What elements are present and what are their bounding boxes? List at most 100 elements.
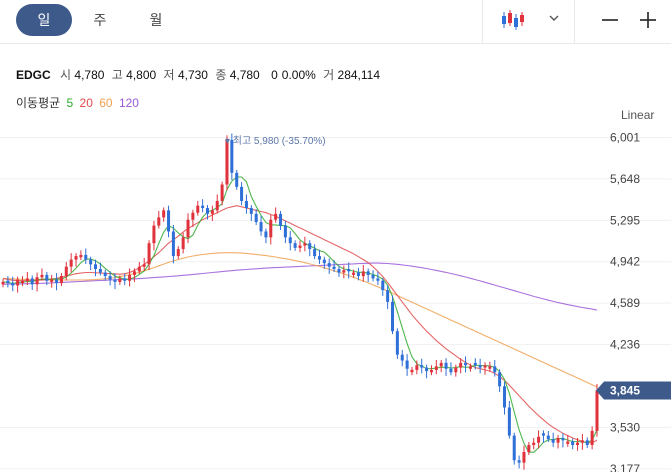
quote-summary: EDGC 시 4,780 고 4,800 저 4,730 종 4,780 0 0.…	[16, 66, 384, 83]
candle-body	[235, 172, 239, 187]
candle-body	[35, 277, 39, 285]
add-button[interactable]	[638, 10, 658, 30]
candle-body	[103, 272, 107, 277]
candle-body	[522, 452, 526, 463]
candle-body	[512, 435, 516, 461]
candle-body	[420, 365, 424, 368]
candle-body	[498, 372, 502, 387]
candle-body	[400, 354, 404, 361]
moving-average-legend: 이동평균 5 20 60 120	[16, 94, 142, 111]
candle-body	[137, 266, 141, 272]
open-value: 4,780	[74, 68, 105, 82]
change-value: 0	[271, 68, 278, 82]
candle-body	[571, 441, 575, 446]
candle-body	[205, 208, 210, 214]
tab-daily[interactable]: 일	[16, 4, 72, 36]
candle-body	[356, 272, 360, 277]
volume-value: 284,114	[337, 68, 381, 82]
candle-body	[254, 213, 258, 223]
minimize-button[interactable]	[600, 10, 620, 30]
candle-body	[366, 271, 370, 275]
ma-5[interactable]: 5	[66, 96, 74, 110]
candle-body	[561, 437, 565, 441]
max-price-annotation: ▾ 최고 5,980 (-35.70%)	[225, 135, 326, 147]
open-label: 시	[60, 68, 72, 82]
high-value: 4,800	[126, 68, 157, 82]
candle-body	[288, 237, 292, 244]
current-price-label: 3,845	[610, 383, 640, 397]
price-chart[interactable]: 6,001 5,648 5,295 4,942 4,589 4,236 3,530 3,177…	[0, 120, 671, 472]
y-tick-label: 3,177	[610, 462, 640, 472]
candle-body	[541, 433, 545, 436]
candle-body	[79, 254, 83, 258]
candle-body	[493, 366, 497, 373]
candle-body	[167, 210, 171, 232]
candle-body	[269, 219, 273, 238]
candle-body	[186, 219, 190, 238]
candle-body	[84, 254, 88, 260]
candle-body	[152, 225, 156, 244]
candle-body	[376, 278, 380, 281]
candle-body	[142, 264, 146, 267]
candle-body	[585, 440, 589, 446]
candle-body	[240, 186, 244, 201]
candle-body	[590, 430, 594, 446]
candle-body	[410, 369, 414, 373]
candle-body	[40, 274, 44, 278]
candle-body	[201, 205, 205, 208]
candle-body	[532, 442, 536, 446]
candle-body	[244, 200, 248, 208]
scale-mode-toggle[interactable]: Linear	[621, 108, 655, 122]
candle-body	[191, 212, 195, 220]
tab-weekly[interactable]: 주	[93, 12, 107, 28]
ma-5-line	[2, 176, 598, 453]
candle-body	[390, 301, 395, 332]
candle-body	[429, 369, 433, 373]
candle-body	[507, 407, 511, 436]
candle-body	[327, 263, 331, 267]
ma-120[interactable]: 120	[118, 96, 139, 110]
candle-body	[123, 278, 127, 281]
candle-body	[352, 272, 356, 275]
candle-body	[157, 217, 161, 226]
y-tick-label: 3,530	[610, 420, 640, 434]
candle-body	[220, 184, 224, 201]
chart-toolbar: 일 주 월	[0, 0, 671, 44]
candlestick-icon	[502, 10, 524, 30]
candle-body	[210, 210, 214, 214]
ma-120-line	[2, 262, 598, 311]
ma-60[interactable]: 60	[99, 96, 113, 110]
candle-body	[55, 279, 59, 284]
candle-body	[342, 270, 346, 273]
high-label: 고	[111, 68, 123, 82]
candle-body	[25, 278, 29, 281]
low-label: 저	[163, 68, 175, 82]
chart-type-dropdown[interactable]	[544, 8, 564, 28]
candle-body	[425, 367, 429, 372]
low-value: 4,730	[177, 68, 208, 82]
chart-type-button[interactable]	[498, 6, 530, 34]
candle-body	[308, 243, 312, 250]
plus-icon	[640, 12, 656, 28]
candle-body	[347, 269, 351, 272]
candle-body	[215, 200, 219, 211]
change-percent: 0.00%	[281, 68, 316, 82]
ma-label: 이동평균	[16, 96, 61, 110]
candle-body	[473, 362, 477, 366]
candle-body	[6, 280, 10, 284]
toolbar-divider	[482, 0, 483, 44]
candle-body	[483, 365, 487, 368]
candle-body	[196, 205, 200, 213]
candle-body	[595, 390, 599, 431]
ma-20[interactable]: 20	[79, 96, 93, 110]
candle-body	[580, 440, 584, 443]
candle-body	[225, 139, 229, 185]
candle-body	[64, 266, 68, 277]
candle-body	[118, 278, 122, 282]
y-tick-label: 4,236	[610, 338, 640, 352]
tab-monthly[interactable]: 월	[149, 12, 163, 28]
candle-body	[537, 436, 541, 443]
candle-body	[464, 362, 468, 366]
y-tick-label: 4,942	[610, 255, 640, 269]
candle-body	[93, 264, 98, 270]
